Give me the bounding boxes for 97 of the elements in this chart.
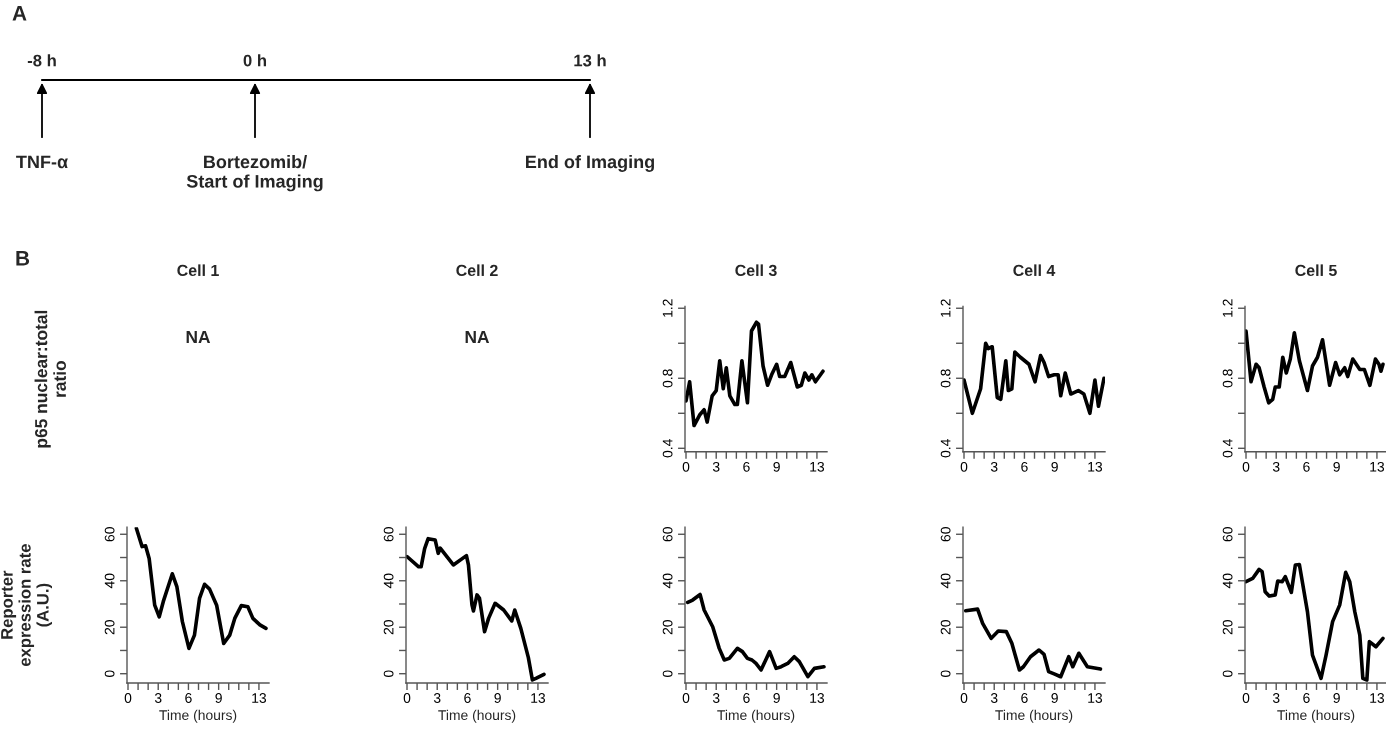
x-tick-label: 6 bbox=[1021, 693, 1028, 703]
x-tick-label: 13 bbox=[531, 693, 546, 703]
y-tick-label: 0 bbox=[662, 670, 673, 678]
y-tick-label: 0 bbox=[940, 670, 951, 678]
x-tick-label: 9 bbox=[1333, 461, 1340, 472]
line-series bbox=[1245, 329, 1385, 405]
x-tick-label: 3 bbox=[154, 693, 162, 703]
y-tick-label: 20 bbox=[662, 620, 673, 635]
x-tick-label: 9 bbox=[215, 693, 222, 703]
y-tick-label: 40 bbox=[383, 573, 394, 589]
x-tick-label: 9 bbox=[1051, 461, 1058, 472]
text: NA bbox=[465, 331, 490, 343]
text: -8 h bbox=[27, 54, 56, 67]
x-tick-label: 13 bbox=[1088, 461, 1103, 472]
x-tick-label: 6 bbox=[1303, 461, 1310, 472]
y-tick-label: 0 bbox=[1222, 670, 1233, 678]
chart-title: Cell 3 bbox=[735, 264, 777, 277]
y-tick-label: 40 bbox=[1222, 573, 1233, 589]
x-tick-label: 13 bbox=[1370, 461, 1385, 472]
x-tick-label: 9 bbox=[773, 461, 780, 472]
y-tick-label: 20 bbox=[940, 620, 951, 635]
x-tick-label: 9 bbox=[1051, 693, 1058, 703]
text: Cell 1 bbox=[177, 264, 219, 277]
y-tick-label: 0 bbox=[383, 670, 394, 678]
x-tick-label: 3 bbox=[712, 461, 720, 472]
x-tick-label: 6 bbox=[1021, 461, 1028, 472]
x-tick-label: 0 bbox=[960, 461, 968, 472]
x-tick-label: 3 bbox=[990, 461, 998, 472]
chart-title: Cell 5 bbox=[1295, 264, 1337, 277]
x-tick-label: 0 bbox=[682, 461, 690, 472]
y-tick-label: 60 bbox=[1222, 527, 1233, 542]
x-tick-label: 0 bbox=[403, 693, 411, 703]
chart-title: Cell 4 bbox=[1013, 264, 1056, 277]
x-tick-label: 3 bbox=[712, 693, 720, 703]
x-tick-label: 13 bbox=[810, 461, 825, 472]
y-tick-label: 40 bbox=[940, 573, 951, 589]
y-tick-label: 20 bbox=[383, 620, 394, 635]
y-tick-label: 60 bbox=[940, 527, 951, 542]
y-tick-label: 40 bbox=[662, 573, 673, 589]
y-tick-label: 0 bbox=[104, 670, 115, 678]
line-series bbox=[685, 592, 826, 679]
y-tick-label: 0.4 bbox=[940, 439, 951, 458]
x-tick-label: 9 bbox=[773, 693, 780, 703]
x-tick-label: 13 bbox=[1088, 693, 1103, 703]
y-tick-label: 40 bbox=[104, 573, 115, 589]
y-tick-label: 0.8 bbox=[940, 369, 951, 388]
line-series bbox=[685, 320, 825, 428]
y-tick-label: 1.2 bbox=[662, 299, 673, 317]
text: Bortezomib/ Start of Imaging bbox=[186, 155, 323, 192]
text: NA bbox=[186, 331, 211, 343]
x-tick-label: 3 bbox=[433, 693, 441, 703]
y-tick-label: 60 bbox=[383, 527, 394, 542]
y-tick-label: 60 bbox=[104, 527, 115, 542]
x-tick-label: 0 bbox=[1242, 461, 1250, 472]
x-tick-label: 13 bbox=[810, 693, 825, 703]
x-tick-label: 9 bbox=[494, 693, 501, 703]
y-tick-label: 60 bbox=[662, 527, 673, 542]
text: B bbox=[16, 251, 30, 266]
x-tick-label: 3 bbox=[1272, 693, 1280, 703]
x-tick-label: 6 bbox=[185, 693, 192, 703]
text: p65 nuclear:total ratio bbox=[34, 310, 67, 448]
text: 0 h bbox=[243, 54, 267, 67]
x-tick-label: 6 bbox=[1303, 693, 1310, 703]
text: End of Imaging bbox=[526, 155, 654, 172]
y-tick-label: 20 bbox=[1222, 620, 1233, 635]
x-tick-label: 13 bbox=[252, 693, 267, 703]
x-axis-title: Time (hours) bbox=[438, 709, 516, 723]
y-axis-title: Reporter expression rate (A.U.) bbox=[1, 544, 52, 667]
y-tick-label: 1.2 bbox=[940, 299, 951, 317]
line-series bbox=[963, 607, 1103, 679]
y-tick-label: 1.2 bbox=[1222, 299, 1233, 317]
y-tick-label: 0.8 bbox=[1222, 369, 1233, 388]
x-tick-label: 9 bbox=[1333, 693, 1340, 703]
line-series bbox=[134, 527, 268, 651]
x-tick-label: 0 bbox=[1242, 693, 1250, 703]
x-tick-label: 6 bbox=[743, 693, 750, 703]
y-tick-label: 0.4 bbox=[662, 439, 673, 458]
text: TNF-α bbox=[16, 155, 68, 169]
x-axis-title: Time (hours) bbox=[717, 709, 795, 723]
x-tick-label: 0 bbox=[960, 693, 968, 703]
y-tick-label: 20 bbox=[104, 620, 115, 635]
x-tick-label: 13 bbox=[1370, 693, 1385, 703]
x-tick-label: 3 bbox=[1272, 461, 1280, 472]
x-tick-label: 0 bbox=[682, 693, 690, 703]
y-tick-label: 0.8 bbox=[662, 369, 673, 388]
x-axis-title: Time (hours) bbox=[159, 709, 237, 723]
line-series bbox=[963, 341, 1105, 416]
x-tick-label: 3 bbox=[990, 693, 998, 703]
x-tick-label: 6 bbox=[464, 693, 471, 703]
text: Cell 2 bbox=[456, 264, 498, 277]
y-tick-label: 0.4 bbox=[1222, 439, 1233, 458]
text: A bbox=[12, 6, 27, 21]
text: 13 h bbox=[574, 54, 606, 67]
x-tick-label: 6 bbox=[743, 461, 750, 472]
x-tick-label: 0 bbox=[124, 693, 132, 703]
x-axis-title: Time (hours) bbox=[1277, 709, 1355, 723]
x-axis-title: Time (hours) bbox=[995, 709, 1073, 723]
